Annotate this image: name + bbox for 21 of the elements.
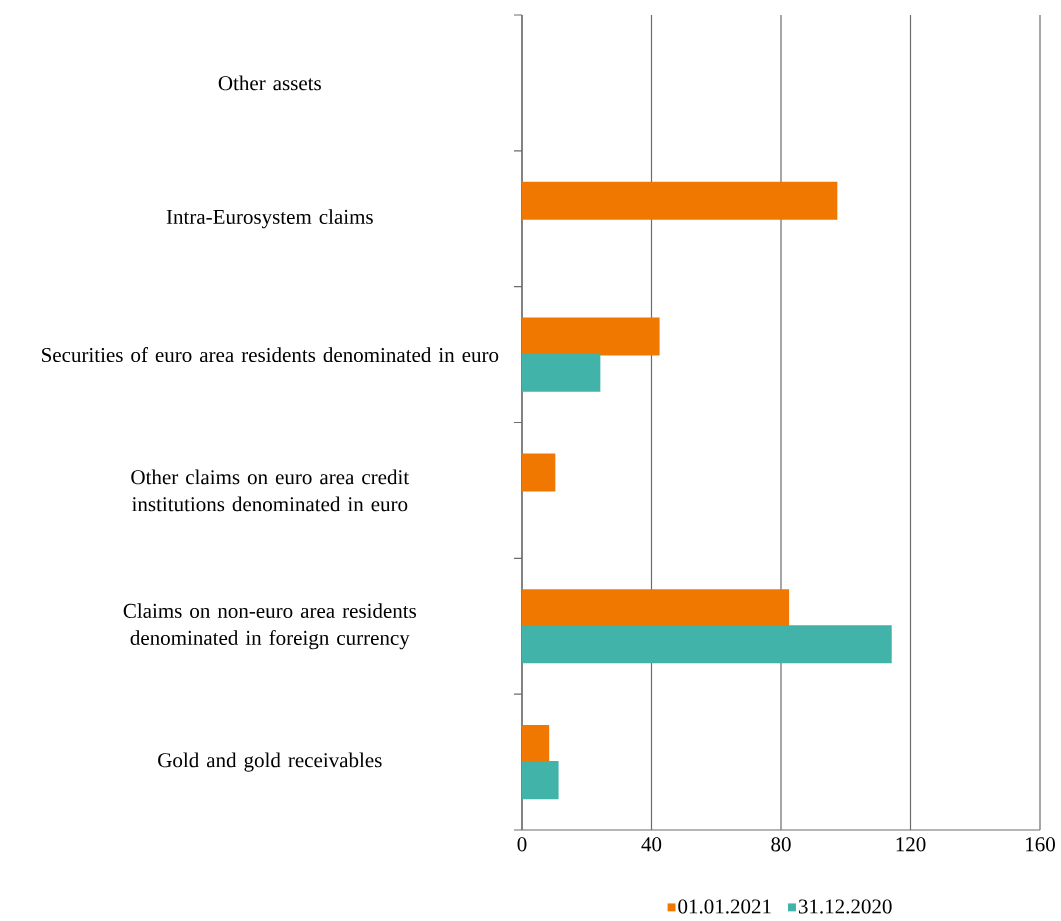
x-tick-label: 80 xyxy=(771,837,791,852)
y-tick-label: Other assets xyxy=(218,75,321,91)
legend-label: 31.12.2020 xyxy=(798,899,892,914)
bar xyxy=(522,181,838,220)
y-tick-label: Securities of euro area residents denominated in euro xyxy=(42,347,499,363)
x-tick-label: 0 xyxy=(517,837,527,852)
x-tick-label: 120 xyxy=(896,837,926,852)
bar xyxy=(522,625,892,664)
bar xyxy=(522,725,550,764)
legend-label: 01.01.2021 xyxy=(678,899,771,914)
bar xyxy=(522,317,660,356)
y-tick-label: Other claims on euro area credit institutions denominated in euro xyxy=(131,469,410,512)
bar xyxy=(522,761,559,800)
bar xyxy=(522,589,790,628)
bar xyxy=(522,353,601,392)
y-tick-label: Gold and gold receivables xyxy=(158,752,382,772)
x-tick-label: 160 xyxy=(1026,837,1055,852)
bar xyxy=(522,453,556,492)
x-tick-label: 40 xyxy=(641,837,662,852)
y-tick-label: Claims on non-euro area residents denominated in foreign currency xyxy=(123,603,417,650)
y-tick-label: Intra-Eurosystem claims xyxy=(166,209,373,229)
